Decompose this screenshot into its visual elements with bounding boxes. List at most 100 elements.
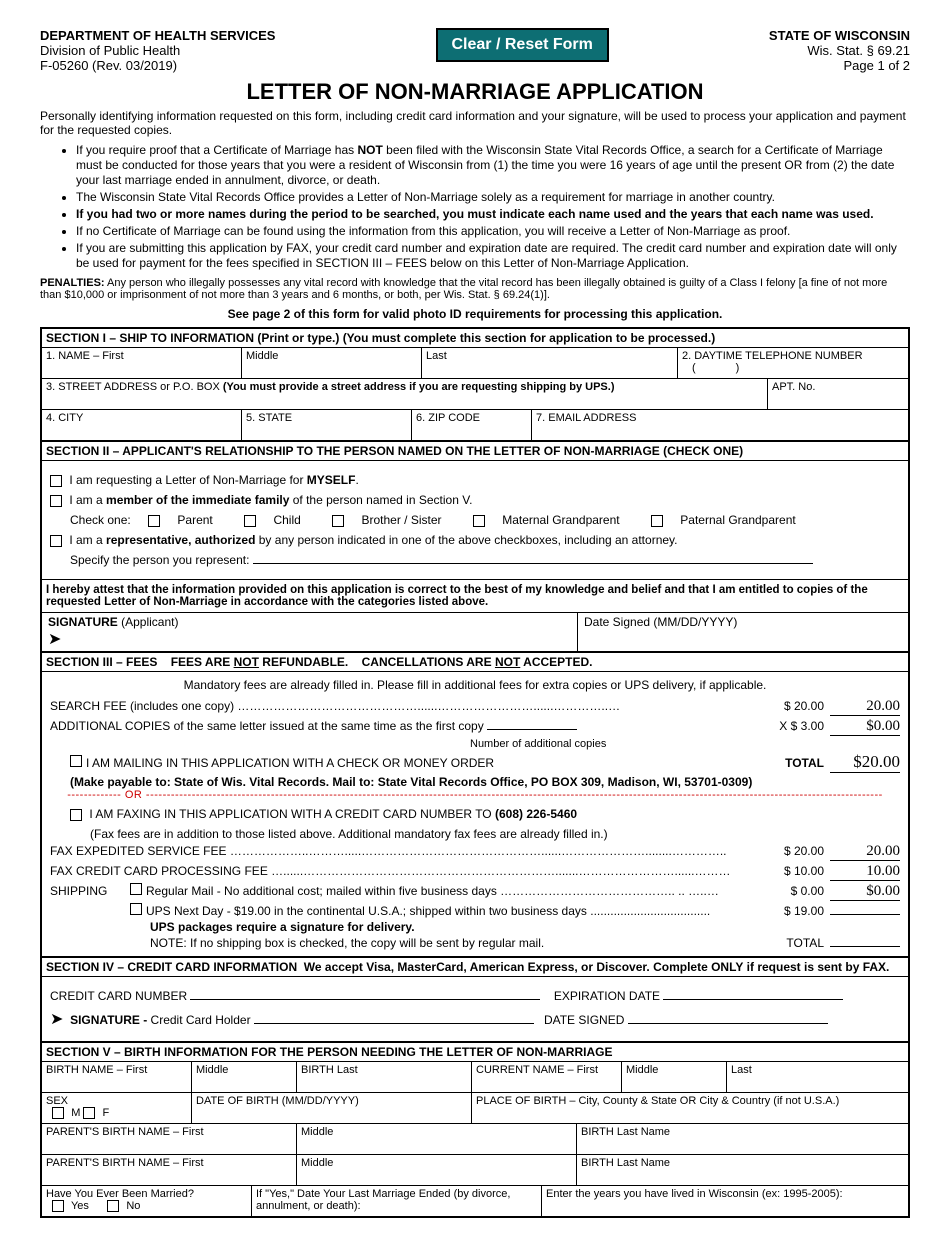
section-4-header: SECTION IV – CREDIT CARD INFORMATION We … xyxy=(42,958,908,977)
additional-copies-sublabel: Number of additional copies xyxy=(470,738,900,750)
paternal-gp-checkbox[interactable] xyxy=(651,515,663,527)
married-no-checkbox[interactable] xyxy=(107,1200,119,1212)
sex-field: SEX M F xyxy=(42,1093,192,1123)
section-2: SECTION II – APPLICANT'S RELATIONSHIP TO… xyxy=(40,442,910,653)
zip-field[interactable]: 6. ZIP CODE xyxy=(412,410,532,440)
parent2-first-field[interactable]: PARENT'S BIRTH NAME – First xyxy=(42,1155,297,1185)
specify-person-field[interactable] xyxy=(253,563,813,564)
apt-no-field[interactable]: APT. No. xyxy=(768,379,908,409)
dept-name: DEPARTMENT OF HEALTH SERVICES xyxy=(40,28,275,43)
marriage-end-date-field[interactable]: If "Yes," Date Your Last Marriage Ended … xyxy=(252,1186,542,1216)
section-3: SECTION III – FEES FEES ARE NOT REFUNDAB… xyxy=(40,653,910,958)
additional-copies-value: $0.00 xyxy=(830,718,900,736)
email-field[interactable]: 7. EMAIL ADDRESS xyxy=(532,410,908,440)
shipping-regular-checkbox[interactable] xyxy=(130,883,142,895)
parent2-middle-field[interactable]: Middle xyxy=(297,1155,577,1185)
state-field[interactable]: 5. STATE xyxy=(242,410,412,440)
cc-expiration-field[interactable] xyxy=(663,999,843,1000)
state-name: STATE OF WISCONSIN xyxy=(769,28,910,43)
daytime-phone-field[interactable]: 2. DAYTIME TELEPHONE NUMBER() xyxy=(678,348,908,378)
name-last-field[interactable]: Last xyxy=(422,348,678,378)
sex-f-checkbox[interactable] xyxy=(83,1107,95,1119)
page-number: Page 1 of 2 xyxy=(769,58,910,73)
cc-number-field[interactable] xyxy=(190,999,540,1000)
cc-signature-field[interactable] xyxy=(254,1023,534,1024)
child-checkbox[interactable] xyxy=(244,515,256,527)
header-left: DEPARTMENT OF HEALTH SERVICES Division o… xyxy=(40,28,275,73)
date-signed-field[interactable]: Date Signed (MM/DD/YYYY) xyxy=(578,613,908,651)
fax-checkbox[interactable] xyxy=(70,809,82,821)
header-right: STATE OF WISCONSIN Wis. Stat. § 69.21 Pa… xyxy=(769,28,910,73)
section-5: SECTION V – BIRTH INFORMATION FOR THE PE… xyxy=(40,1043,910,1218)
ups-shipping-value[interactable] xyxy=(830,914,900,915)
parent1-middle-field[interactable]: Middle xyxy=(297,1124,577,1154)
sibling-checkbox[interactable] xyxy=(332,515,344,527)
or-divider: ------------- OR -----------------------… xyxy=(50,789,900,801)
mail-checkbox[interactable] xyxy=(70,755,82,767)
fax-total-value[interactable] xyxy=(830,946,900,947)
current-name-first-field[interactable]: CURRENT NAME – First xyxy=(472,1062,622,1092)
bullet-4: If no Certificate of Marriage can be fou… xyxy=(76,224,910,239)
bullet-3: If you had two or more names during the … xyxy=(76,207,910,222)
search-fee-value: 20.00 xyxy=(830,698,900,716)
place-of-birth-field[interactable]: PLACE OF BIRTH – City, County & State OR… xyxy=(472,1093,908,1123)
shipping-ups-checkbox[interactable] xyxy=(130,903,142,915)
bullet-2: The Wisconsin State Vital Records Office… xyxy=(76,190,910,205)
section-5-header: SECTION V – BIRTH INFORMATION FOR THE PE… xyxy=(42,1043,908,1062)
section-4: SECTION IV – CREDIT CARD INFORMATION We … xyxy=(40,958,910,1043)
fax-expedited-value: 20.00 xyxy=(830,843,900,861)
form-title: LETTER OF NON-MARRIAGE APPLICATION xyxy=(40,79,910,105)
statute-ref: Wis. Stat. § 69.21 xyxy=(769,43,910,58)
current-name-last-field[interactable]: Last xyxy=(727,1062,908,1092)
instruction-bullets: If you require proof that a Certificate … xyxy=(76,143,910,271)
see-page-2-note: See page 2 of this form for valid photo … xyxy=(40,307,910,321)
parent1-first-field[interactable]: PARENT'S BIRTH NAME – First xyxy=(42,1124,297,1154)
myself-checkbox[interactable] xyxy=(50,475,62,487)
maternal-gp-checkbox[interactable] xyxy=(473,515,485,527)
street-address-field[interactable]: 3. STREET ADDRESS or P.O. BOX (You must … xyxy=(42,379,768,409)
representative-checkbox[interactable] xyxy=(50,535,62,547)
married-yes-checkbox[interactable] xyxy=(52,1200,64,1212)
form-number: F-05260 (Rev. 03/2019) xyxy=(40,58,275,73)
additional-copies-field[interactable] xyxy=(487,729,577,730)
years-in-wisconsin-field[interactable]: Enter the years you have lived in Wiscon… xyxy=(542,1186,908,1216)
division-name: Division of Public Health xyxy=(40,43,275,58)
name-middle-field[interactable]: Middle xyxy=(242,348,422,378)
arrow-icon: ➤ xyxy=(48,631,61,648)
mail-total-value: $20.00 xyxy=(830,752,900,773)
mandatory-fees-note: Mandatory fees are already filled in. Pl… xyxy=(50,678,900,692)
fax-subnote: (Fax fees are in addition to those liste… xyxy=(90,827,900,841)
bullet-1: If you require proof that a Certificate … xyxy=(76,143,910,188)
signature-applicant-field[interactable]: SIGNATURE (Applicant)➤ xyxy=(42,613,578,651)
attestation-text: I hereby attest that the information pro… xyxy=(42,579,908,612)
section-1: SECTION I – SHIP TO INFORMATION (Print o… xyxy=(40,327,910,442)
intro-text: Personally identifying information reque… xyxy=(40,109,910,137)
section-2-header: SECTION II – APPLICANT'S RELATIONSHIP TO… xyxy=(42,442,908,461)
city-field[interactable]: 4. CITY xyxy=(42,410,242,440)
shipping-value: $0.00 xyxy=(830,883,900,901)
birth-name-first-field[interactable]: BIRTH NAME – First xyxy=(42,1062,192,1092)
birth-name-middle-field[interactable]: Middle xyxy=(192,1062,297,1092)
section-1-header: SECTION I – SHIP TO INFORMATION (Print o… xyxy=(42,329,908,348)
relationship-options: Check one: Parent Child Brother / Sister… xyxy=(70,513,900,527)
current-name-middle-field[interactable]: Middle xyxy=(622,1062,727,1092)
birth-name-last-field[interactable]: BIRTH Last xyxy=(297,1062,472,1092)
sex-m-checkbox[interactable] xyxy=(52,1107,64,1119)
search-fee-label: SEARCH FEE (includes one copy) ………………………… xyxy=(50,699,754,713)
clear-reset-button[interactable]: Clear / Reset Form xyxy=(436,28,609,62)
dob-field[interactable]: DATE OF BIRTH (MM/DD/YYYY) xyxy=(192,1093,472,1123)
parent-checkbox[interactable] xyxy=(148,515,160,527)
page-header: DEPARTMENT OF HEALTH SERVICES Division o… xyxy=(40,28,910,73)
family-checkbox[interactable] xyxy=(50,495,62,507)
mail-payable-note: (Make payable to: State of Wis. Vital Re… xyxy=(70,775,752,789)
cc-date-signed-field[interactable] xyxy=(628,1023,828,1024)
parent1-last-field[interactable]: BIRTH Last Name xyxy=(577,1124,908,1154)
fax-cc-value: 10.00 xyxy=(830,863,900,881)
parent2-last-field[interactable]: BIRTH Last Name xyxy=(577,1155,908,1185)
section-3-header: SECTION III – FEES FEES ARE NOT REFUNDAB… xyxy=(42,653,908,672)
name-first-field[interactable]: 1. NAME – First xyxy=(42,348,242,378)
penalties: PENALTIES: Any person who illegally poss… xyxy=(40,277,910,301)
ever-married-field: Have You Ever Been Married? Yes No xyxy=(42,1186,252,1216)
ups-signature-note: UPS packages require a signature for del… xyxy=(150,920,415,934)
bullet-5: If you are submitting this application b… xyxy=(76,241,910,271)
